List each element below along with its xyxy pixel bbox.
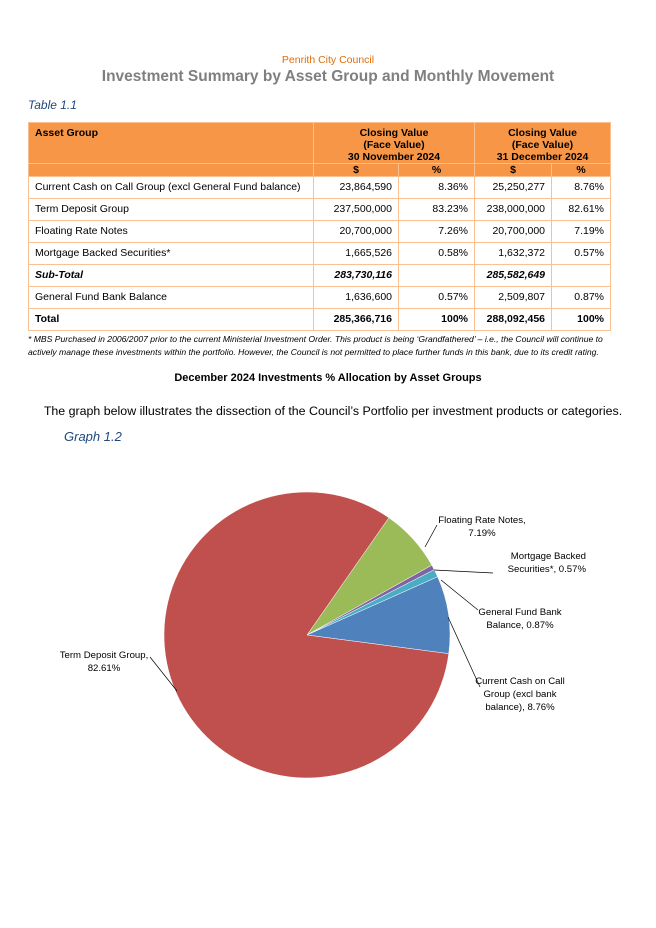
header-december: Closing Value (Face Value) 31 December 2… [474, 122, 612, 164]
nov-value-cell: 1,636,600 [313, 286, 399, 309]
asset-group-cell: Current Cash on Call Group (excl General… [28, 176, 314, 199]
dec-percent-cell: 0.87% [551, 286, 612, 309]
leader-line [447, 616, 481, 688]
table-row: Mortgage Backed Securities* 1,665,526 0.58… [28, 242, 612, 265]
nov-value-cell: 1,665,526 [313, 242, 399, 265]
pie-data-label: Mortgage Backed [511, 551, 586, 562]
header-line: (Face Value) [511, 139, 574, 151]
pie-data-label: Balance, 0.87% [486, 620, 554, 631]
asset-group-cell: Term Deposit Group [28, 198, 314, 221]
nov-value-cell: 20,700,000 [313, 220, 399, 243]
leader-line [424, 524, 438, 548]
header-line: 31 December 2024 [496, 151, 589, 163]
header-empty [28, 163, 314, 177]
header-line: Closing Value [508, 127, 577, 139]
dec-percent-cell [551, 264, 612, 287]
pie-data-label: Current Cash on Call [475, 676, 565, 687]
header-dec-dollar: $ [474, 163, 553, 177]
dec-value-cell: 2,509,807 [474, 286, 553, 309]
leader-line [440, 579, 479, 611]
dec-value-cell: 288,092,456 [474, 308, 553, 331]
header-dec-percent: % [551, 163, 612, 177]
dec-value-cell: 238,000,000 [474, 198, 553, 221]
nov-percent-cell: 100% [397, 308, 476, 331]
pie-data-label: 7.19% [468, 528, 496, 539]
graph-description: The graph below illustrates the dissecti… [43, 404, 623, 418]
dec-percent-cell: 8.76% [551, 176, 612, 199]
header-nov-dollar: $ [313, 163, 399, 177]
document-flow: Penrith City Council Investment Summary … [0, 0, 656, 445]
table-row: Total 285,366,716 100% 288,092,456 100% [28, 308, 612, 331]
header-asset-group: Asset Group [28, 122, 314, 164]
dec-percent-cell: 7.19% [551, 220, 612, 243]
nov-percent-cell: 0.57% [397, 286, 476, 309]
table-row: General Fund Bank Balance 1,636,600 0.57% 2… [28, 286, 612, 309]
nov-value-cell: 283,730,116 [313, 264, 399, 287]
header-line: Closing Value [359, 127, 429, 139]
nov-percent-cell: 83.23% [397, 198, 476, 221]
investment-summary-table: Asset Group Closing Value (Face Value) 3… [28, 122, 612, 331]
dec-percent-cell: 82.61% [551, 198, 612, 221]
organisation-name: Penrith City Council [281, 54, 375, 66]
table-row: Floating Rate Notes 20,700,000 7.26% 20,700… [28, 220, 612, 243]
nov-percent-cell: 0.58% [397, 242, 476, 265]
dec-value-cell: 1,632,372 [474, 242, 553, 265]
pie-data-label: General Fund Bank [478, 607, 561, 618]
nov-percent-cell: 7.26% [397, 220, 476, 243]
dec-value-cell: 20,700,000 [474, 220, 553, 243]
pie-data-label: Securities*, 0.57% [508, 564, 587, 575]
page-title: Investment Summary by Asset Group and Mo… [101, 68, 555, 85]
dec-value-cell: 285,582,649 [474, 264, 553, 287]
pie-data-label: Group (excl bank [483, 689, 556, 700]
header-november: Closing Value (Face Value) 30 November 2… [312, 122, 476, 164]
nov-percent-cell [397, 264, 476, 287]
pie-slice [163, 491, 450, 779]
asset-group-cell: Mortgage Backed Securities* [28, 242, 314, 265]
pie-data-label: balance), 8.76% [485, 702, 555, 713]
nov-percent-cell: 8.36% [397, 176, 476, 199]
pie-data-label: 82.61% [88, 663, 121, 674]
table-subheader-row: $ % $ % [28, 163, 612, 177]
asset-group-cell: Floating Rate Notes [28, 220, 314, 243]
pie-data-label: Floating Rate Notes, [438, 515, 525, 526]
dec-value-cell: 25,250,277 [474, 176, 553, 199]
table-row: Sub-Total 283,730,116 285,582,649 [28, 264, 612, 287]
nov-value-cell: 23,864,590 [313, 176, 399, 199]
leader-line [149, 656, 178, 692]
leader-line [433, 569, 494, 574]
asset-group-cell: Total [28, 308, 314, 331]
table-caption: Table 1.1 [28, 98, 77, 112]
dec-percent-cell: 100% [551, 308, 612, 331]
dec-percent-cell: 0.57% [551, 242, 612, 265]
asset-group-cell: General Fund Bank Balance [28, 286, 314, 309]
nov-value-cell: 237,500,000 [313, 198, 399, 221]
graph-heading: December 2024 Investments % Allocation b… [174, 372, 482, 384]
table-header-row: Asset Group Closing Value (Face Value) 3… [28, 122, 612, 164]
header-line: (Face Value) [363, 139, 425, 151]
asset-group-cell: Sub-Total [28, 264, 314, 287]
table-footnote: * MBS Purchased in 2006/2007 prior to th… [28, 334, 603, 357]
nov-value-cell: 285,366,716 [313, 308, 399, 331]
table-row: Term Deposit Group 237,500,000 83.23% 238,0… [28, 198, 612, 221]
pie-data-label: Term Deposit Group, [60, 650, 149, 661]
header-nov-percent: % [397, 163, 476, 177]
graph-caption: Graph 1.2 [64, 429, 122, 444]
header-line: 30 November 2024 [347, 151, 441, 163]
table-row: Current Cash on Call Group (excl General… [28, 176, 612, 199]
